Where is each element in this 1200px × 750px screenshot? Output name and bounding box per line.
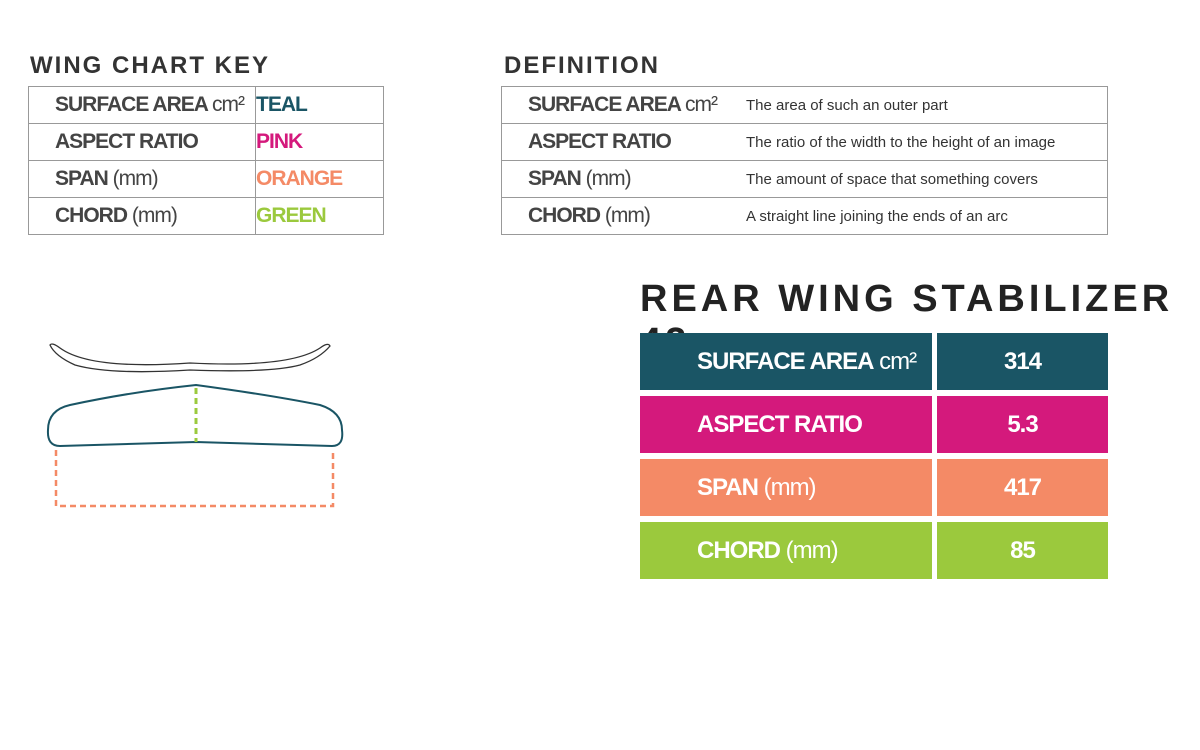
key-row: SURFACE AREA cm² TEAL <box>28 86 384 124</box>
key-row: CHORD (mm) GREEN <box>28 197 384 235</box>
wing-diagram <box>46 343 344 508</box>
fuselage-outline <box>49 343 331 373</box>
definition-row: ASPECT RATIO The ratio of the width to th… <box>501 123 1108 161</box>
definition-title: DEFINITION <box>504 52 660 79</box>
stat-row-aspect-ratio: ASPECT RATIO 5.3 <box>640 396 1108 453</box>
definition-row: CHORD (mm) A straight line joining the en… <box>501 197 1108 235</box>
stats-table: SURFACE AREA cm² 314 ASPECT RATIO 5.3 SPAN… <box>640 333 1108 585</box>
span-line <box>54 450 335 508</box>
stat-row-chord: CHORD (mm) 85 <box>640 522 1108 579</box>
key-row: SPAN (mm) ORANGE <box>28 160 384 198</box>
key-title: WING CHART KEY <box>30 52 270 79</box>
wing-outline <box>46 383 344 448</box>
definition-table: SURFACE AREA cm² The area of such an oute… <box>501 86 1108 235</box>
wing-chart-key-table: SURFACE AREA cm² TEAL ASPECT RATIO PINK SP… <box>28 86 384 235</box>
definition-row: SPAN (mm) The amount of space that someth… <box>501 160 1108 198</box>
definition-row: SURFACE AREA cm² The area of such an oute… <box>501 86 1108 124</box>
stat-row-span: SPAN (mm) 417 <box>640 459 1108 516</box>
key-row: ASPECT RATIO PINK <box>28 123 384 161</box>
stat-row-surface-area: SURFACE AREA cm² 314 <box>640 333 1108 390</box>
